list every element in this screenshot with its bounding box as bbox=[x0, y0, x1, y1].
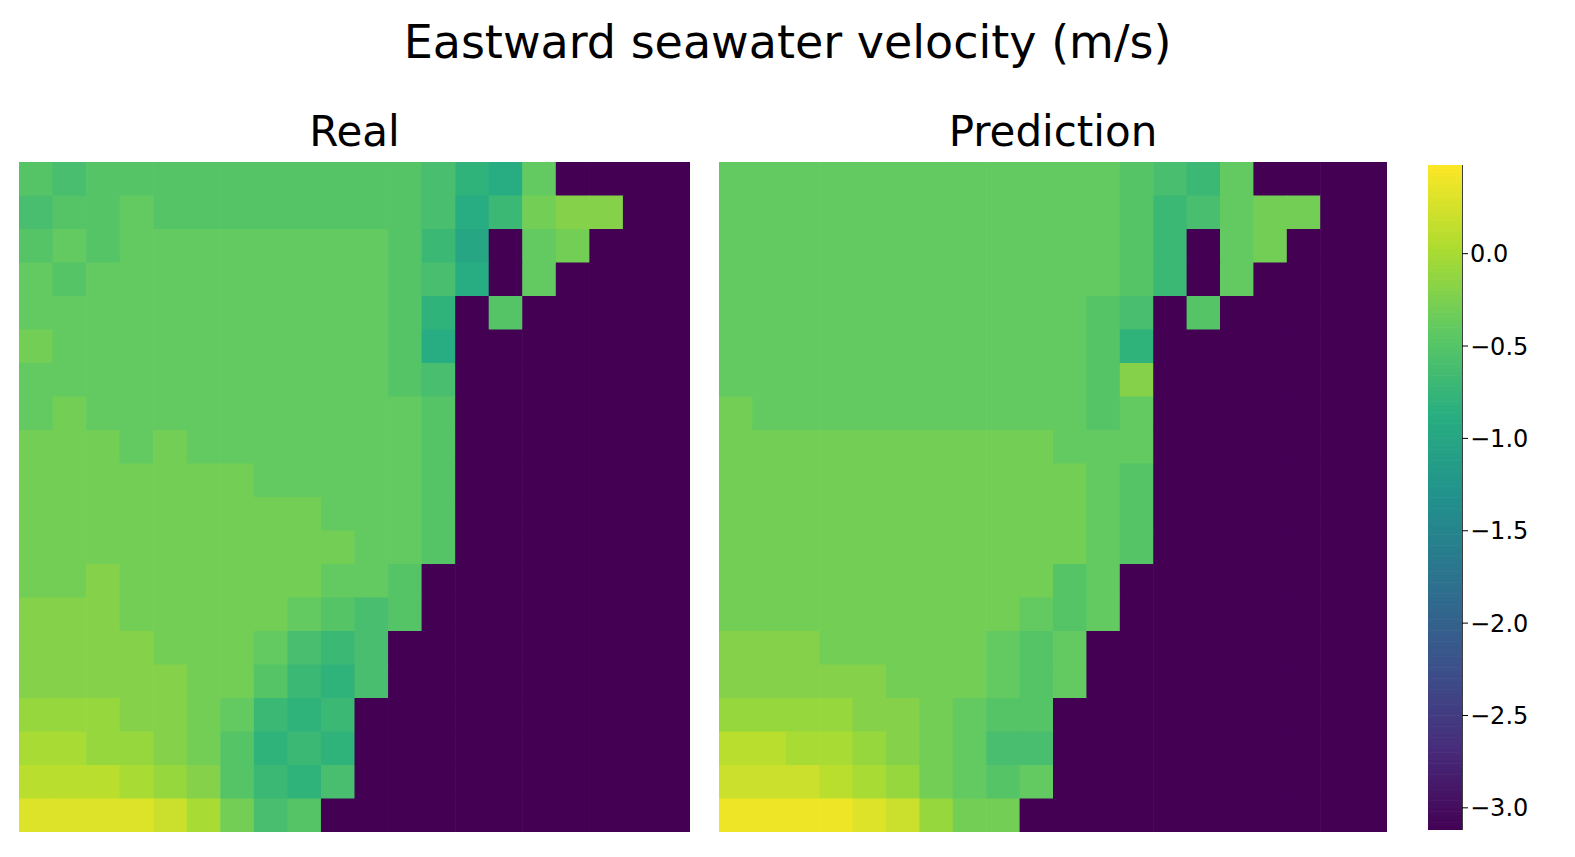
svg-text:−0.5: −0.5 bbox=[1470, 333, 1528, 361]
svg-text:−3.0: −3.0 bbox=[1470, 794, 1528, 822]
html-text:Eastward seawater velocity (m/: Eastward seawater velocity (m/s) bbox=[403, 15, 1172, 69]
svg-text:−2.0: −2.0 bbox=[1470, 610, 1528, 638]
svg-text:−2.5: −2.5 bbox=[1470, 702, 1528, 730]
svg-text:−1.5: −1.5 bbox=[1470, 517, 1528, 545]
svg-text:0.0: 0.0 bbox=[1470, 240, 1508, 268]
html-text:Real: Real bbox=[309, 107, 400, 156]
html-text:Prediction: Prediction bbox=[948, 107, 1158, 156]
svg-text:−1.0: −1.0 bbox=[1470, 425, 1528, 453]
